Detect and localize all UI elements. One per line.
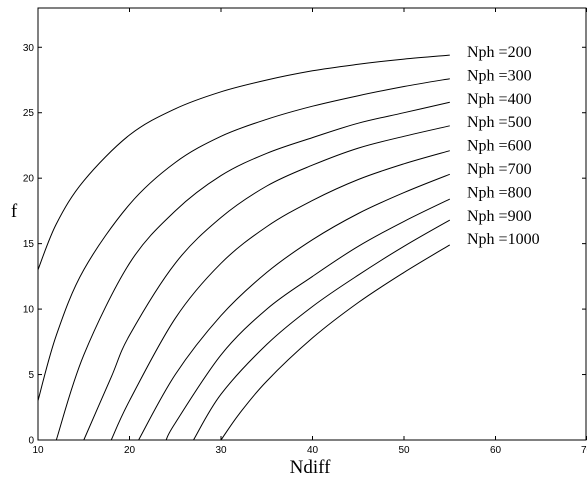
- x-tick-label: 70: [581, 445, 587, 456]
- y-axis-title: f: [11, 201, 18, 222]
- y-tick-label: 5: [28, 370, 34, 381]
- series-label-3: Nph =400: [467, 91, 532, 108]
- x-tick-label: 60: [490, 445, 502, 456]
- x-tick-label: 30: [215, 445, 227, 456]
- series-line-3: [55, 101, 450, 441]
- series-layer: [37, 54, 451, 441]
- series-label-5: Nph =600: [467, 138, 532, 155]
- y-tick-label: 30: [23, 43, 35, 54]
- ticks-layer: 10 20 30 40 50 60 70 0 5 10 15 20 25 30: [23, 8, 587, 456]
- x-tick-label: 20: [124, 445, 136, 456]
- x-tick-label: 10: [32, 445, 44, 456]
- series-line-6: [138, 173, 450, 441]
- x-axis-title: Ndiff: [290, 457, 331, 478]
- y-tick-label: 20: [23, 174, 35, 185]
- series-line-5: [110, 150, 450, 441]
- series-line-2: [37, 78, 450, 401]
- series-label-9: Nph =1000: [467, 231, 540, 248]
- series-label-7: Nph =800: [467, 184, 532, 201]
- labels-layer: Nph =200 Nph =300 Nph =400 Nph =500 Nph =600…: [467, 44, 540, 248]
- series-label-2: Nph =300: [467, 67, 532, 84]
- series-line-9: [220, 244, 451, 441]
- x-tick-label: 40: [307, 445, 319, 456]
- series-label-6: Nph =700: [467, 161, 532, 178]
- series-line-8: [193, 219, 451, 441]
- y-tick-label: 15: [23, 239, 35, 250]
- series-label-4: Nph =500: [467, 114, 532, 131]
- series-line-1: [37, 54, 450, 270]
- y-tick-label: 25: [23, 108, 35, 119]
- y-tick-label: 10: [23, 305, 35, 316]
- series-line-7: [165, 198, 451, 441]
- series-label-1: Nph =200: [467, 44, 532, 61]
- series-line-4: [83, 125, 450, 441]
- series-label-8: Nph =900: [467, 208, 532, 225]
- y-tick-label: 0: [28, 436, 34, 447]
- x-tick-label: 50: [398, 445, 410, 456]
